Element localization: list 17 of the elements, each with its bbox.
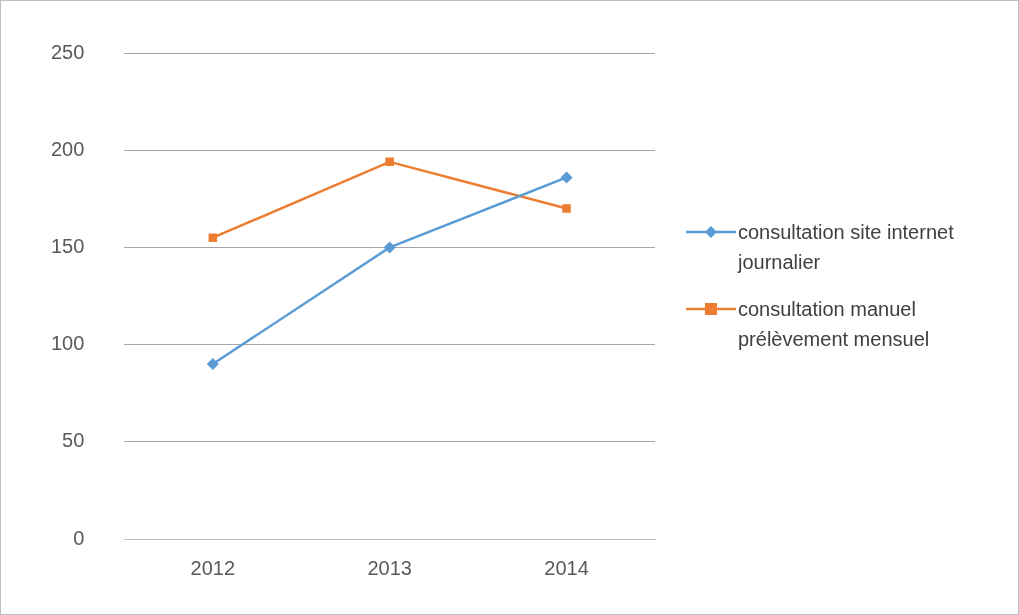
y-tick-label: 0 bbox=[73, 526, 85, 549]
legend-label: consultation manuel prélèvement mensuel bbox=[738, 296, 931, 352]
legend-label: consultation site internet journalier bbox=[738, 219, 955, 275]
x-tick-label: 2012 bbox=[190, 556, 236, 579]
y-tick-label: 250 bbox=[50, 40, 85, 63]
point bbox=[383, 241, 396, 254]
point bbox=[206, 358, 219, 371]
y-tick-label: 150 bbox=[50, 234, 85, 257]
y-tick-label: 200 bbox=[50, 137, 85, 160]
x-tick-label: 2013 bbox=[367, 556, 412, 579]
y-tick-label: 50 bbox=[62, 429, 85, 452]
point bbox=[385, 157, 394, 167]
y-tick-label: 100 bbox=[50, 332, 85, 355]
point bbox=[562, 204, 571, 213]
point bbox=[208, 233, 218, 242]
point bbox=[560, 171, 573, 184]
x-tick-label: 2014 bbox=[544, 556, 589, 579]
